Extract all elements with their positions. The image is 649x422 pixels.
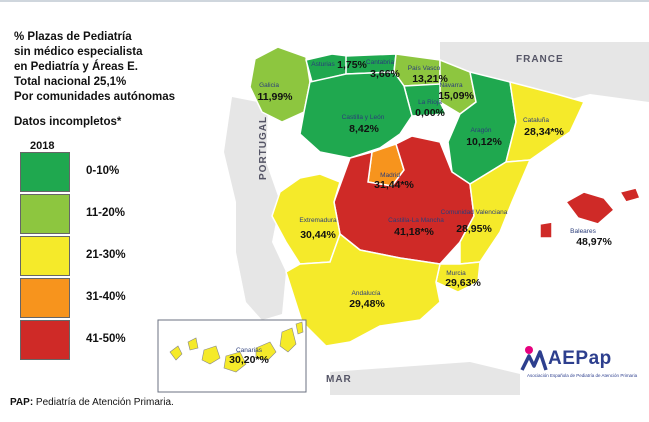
- logo-subtitle: Asociación Española de Pediatría de Aten…: [527, 373, 638, 378]
- region-name-murcia: Murcia: [446, 270, 466, 277]
- region-name-aragon: Aragón: [470, 127, 492, 134]
- region-value-murcia: 29,63%: [445, 277, 481, 289]
- region-name-cantabria: Cantabria: [365, 59, 395, 66]
- region-name-madrid: Madrid: [380, 172, 400, 179]
- map-title-block: % Plazas de Pediatría sin médico especia…: [14, 30, 175, 105]
- region-name-asturias: Asturias: [311, 61, 335, 68]
- region-shape-baleares: [539, 187, 642, 239]
- region-shape-castilla-leon: [299, 71, 413, 159]
- region-value-cataluna: 28,34*%: [524, 126, 564, 138]
- region-name-pais-vasco: País Vasco: [407, 65, 441, 72]
- legend-label-4: 41-50%: [86, 333, 126, 345]
- region-value-baleares: 48,97%: [576, 236, 612, 248]
- region-shape-andalucia: [285, 232, 441, 347]
- incomplete-data-note: Datos incompletos*: [14, 116, 122, 128]
- logo-text: AEPap: [548, 348, 612, 369]
- spain-map: [0, 2, 649, 395]
- country-label-france: FRANCE: [516, 54, 564, 65]
- region-value-madrid: 31,44*%: [374, 179, 414, 191]
- region-shape-valencia: [459, 159, 532, 265]
- africa-land: [330, 362, 520, 395]
- region-value-aragon: 10,12%: [466, 136, 502, 148]
- legend-swatch-3: [20, 278, 70, 318]
- region-shape-canarias: [169, 321, 304, 373]
- region-name-extremadura: Extremadura: [299, 217, 337, 224]
- region-value-castilla-mancha: 41,18*%: [394, 226, 434, 238]
- region-value-pais-vasco: 13,21%: [412, 73, 448, 85]
- aepap-logo-icon: [520, 346, 548, 371]
- region-value-canarias: 30,20*%: [229, 354, 269, 366]
- legend-label-0: 0-10%: [86, 165, 120, 177]
- region-name-baleares: Baleares: [570, 228, 596, 235]
- region-value-navarra: 15,09%: [438, 90, 474, 102]
- footer-text: Pediatría de Atención Primaria.: [33, 397, 174, 408]
- legend-label-1: 11-20%: [86, 207, 126, 219]
- country-label-portugal: PORTUGAL: [258, 115, 269, 180]
- region-value-asturias: 1,75%: [337, 59, 367, 71]
- title-line: en Pediatría y Áreas E.: [14, 61, 139, 73]
- legend-year: 2018: [30, 140, 55, 152]
- legend-swatch-4: [20, 320, 70, 360]
- region-value-extremadura: 30,44%: [300, 229, 336, 241]
- portugal-land: [224, 97, 286, 320]
- title-line: sin médico especialista: [14, 46, 143, 58]
- region-value-valencia: 28,95%: [456, 223, 492, 235]
- legend-swatch-1: [20, 194, 70, 234]
- region-name-navarra: Navarra: [439, 82, 463, 89]
- region-name-valencia: Comunidad Valenciana: [440, 209, 508, 216]
- country-label-mar: MAR: [326, 374, 352, 385]
- legend-label-2: 21-30%: [86, 249, 126, 261]
- region-name-castilla-leon: Castilla y León: [341, 114, 385, 121]
- region-value-andalucia: 29,48%: [349, 298, 385, 310]
- legend-swatch-2: [20, 236, 70, 276]
- region-value-la-rioja: 0,00%: [415, 107, 445, 119]
- title-line: % Plazas de Pediatría: [14, 31, 132, 43]
- region-name-castilla-mancha: Castilla-La Mancha: [388, 217, 444, 224]
- legend-swatch-0: [20, 152, 70, 192]
- region-value-galicia: 11,99%: [257, 91, 293, 103]
- region-name-andalucia: Andalucía: [351, 290, 381, 297]
- map-panel: % Plazas de Pediatría sin médico especia…: [0, 0, 649, 395]
- region-name-canarias: Canarias: [235, 347, 263, 354]
- france-land: [440, 42, 649, 102]
- title-line: Total nacional 25,1%: [14, 76, 127, 88]
- region-name-cataluna: Cataluña: [522, 117, 550, 124]
- title-line: Por comunidades autónomas: [14, 91, 176, 103]
- region-value-cantabria: 3,66%: [370, 68, 400, 80]
- region-name-galicia: Galicia: [259, 82, 279, 89]
- region-name-la-rioja: La Rioja: [418, 99, 442, 106]
- footer-note: PAP: Pediatría de Atención Primaria.: [10, 397, 174, 408]
- legend-label-3: 31-40%: [86, 291, 126, 303]
- region-value-castilla-leon: 8,42%: [349, 123, 379, 135]
- footer-abbr: PAP:: [10, 397, 34, 408]
- region-shape-cataluna: [505, 80, 586, 163]
